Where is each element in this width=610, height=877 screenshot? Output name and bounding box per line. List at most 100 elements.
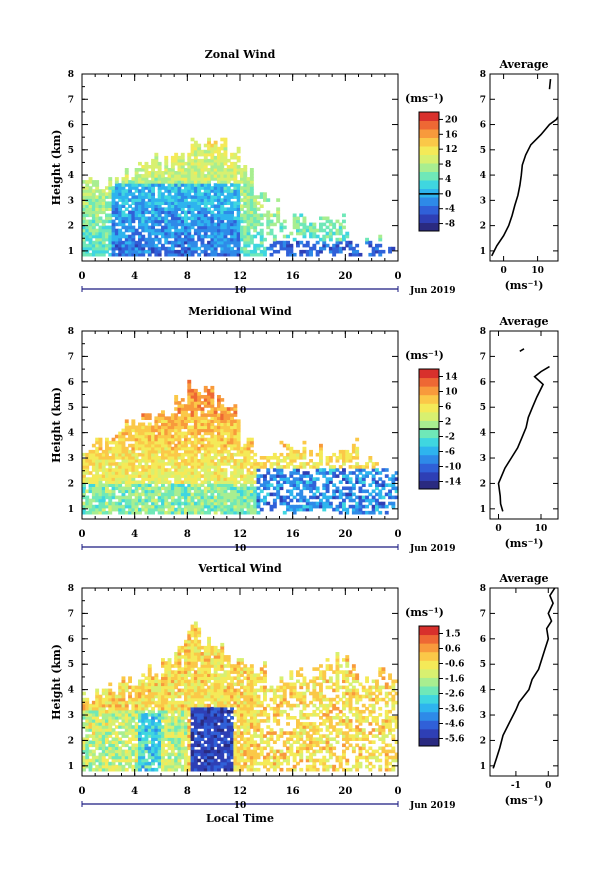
heatmap-cell: [273, 235, 277, 239]
heatmap-cell: [250, 438, 254, 442]
heatmap-cell: [184, 750, 188, 754]
heatmap-cell: [128, 692, 132, 696]
colorbar-swatch: [419, 463, 439, 472]
heatmap-cell: [181, 398, 185, 402]
colorbar-swatch: [419, 403, 439, 412]
heatmap-cell: [283, 226, 287, 230]
heatmap-cell: [125, 168, 129, 172]
heatmap-cell: [174, 768, 178, 772]
date-label: Jun 2019: [409, 286, 456, 296]
colorbar-swatch: [419, 223, 439, 232]
heatmap-cell: [316, 487, 320, 491]
heatmap-field: [82, 380, 399, 515]
heatmap-cell: [260, 223, 264, 227]
heatmap-cell: [131, 220, 135, 224]
colorbar-swatch: [419, 386, 439, 395]
heatmap-cell: [329, 238, 333, 242]
heatmap-cell: [342, 226, 346, 230]
heatmap-cell: [237, 423, 241, 427]
x-tick-label: 4: [131, 529, 138, 540]
heatmap-cell: [253, 453, 257, 457]
profile-y-tick-label: 1: [480, 247, 486, 257]
heatmap-cell: [303, 220, 307, 224]
y-tick-label: 7: [68, 95, 74, 105]
colorbar-swatch: [419, 180, 439, 189]
heatmap-cell: [260, 204, 264, 208]
heatmap-cell: [131, 419, 135, 423]
heatmap-field: [82, 138, 395, 257]
x-tick-label: 0: [79, 271, 86, 282]
heatmap-cell: [168, 658, 172, 662]
heatmap-cell: [125, 419, 129, 423]
heatmap-cell: [194, 622, 198, 626]
colorbar-tick-label: -10: [445, 463, 461, 473]
heatmap-cell: [187, 229, 191, 233]
heatmap-cell: [99, 441, 103, 445]
heatmap-cell: [342, 468, 346, 472]
profile-y-tick-label: 7: [480, 95, 486, 105]
date-label: Jun 2019: [409, 544, 456, 554]
heatmap-cell: [237, 441, 241, 445]
colorbar-swatch: [419, 395, 439, 404]
profile-x-tick-label: 10: [531, 266, 544, 276]
colorbar-tick-label: 16: [445, 130, 458, 140]
colorbar-tick-label: 2: [445, 418, 451, 428]
heatmap-cell: [365, 474, 369, 478]
heatmap-cell: [148, 416, 152, 420]
heatmap-cell: [391, 505, 395, 509]
colorbar-tick-label: -14: [445, 478, 461, 488]
heatmap-cell: [154, 768, 158, 772]
heatmap-cell: [289, 244, 293, 248]
x-tick-label: 8: [184, 529, 191, 540]
colorbar-tick-label: 8: [445, 160, 451, 170]
heatmap-cell: [263, 462, 267, 466]
heatmap-cell: [181, 153, 185, 157]
heatmap-cell: [329, 502, 333, 506]
heatmap-cell: [329, 456, 333, 460]
heatmap-cell: [99, 438, 103, 442]
heatmap-cell: [187, 380, 191, 384]
heatmap-cell: [243, 165, 247, 169]
x-tick-label: 0: [79, 529, 86, 540]
heatmap-cell: [316, 235, 320, 239]
heatmap-cell: [161, 658, 165, 662]
heatmap-cell: [339, 480, 343, 484]
heatmap-cell: [303, 450, 307, 454]
profile-x-tick-label: 0: [500, 266, 506, 276]
heatmap-cell: [365, 490, 369, 494]
heatmap-cell: [122, 441, 126, 445]
x-tick-label: 20: [338, 271, 352, 282]
heatmap-cell: [276, 198, 280, 202]
colorbar-swatch: [419, 369, 439, 378]
heatmap-cell: [362, 480, 366, 484]
heatmap-cell: [266, 487, 270, 491]
heatmap-cell: [326, 217, 330, 221]
heatmap-cell: [273, 499, 277, 503]
heatmap-cell: [247, 229, 251, 233]
heatmap-cell: [115, 177, 119, 181]
heatmap-cell: [283, 220, 287, 224]
heatmap-cell: [250, 168, 254, 172]
heatmap-cell: [385, 511, 389, 515]
colorbar-tick-label: 4: [445, 175, 451, 185]
heatmap-cell: [148, 664, 152, 668]
profile-y-tick-label: 4: [480, 171, 486, 181]
heatmap-cell: [342, 214, 346, 218]
colorbar-tick-label: 10: [445, 388, 458, 398]
profile-y-tick-label: 1: [480, 505, 486, 515]
heatmap-cell: [151, 707, 155, 711]
colorbar-unit: (ms⁻¹): [405, 92, 444, 105]
colorbar-swatch: [419, 189, 439, 198]
profile-x-label: (ms⁻¹): [505, 537, 544, 550]
heatmap-cell: [131, 226, 135, 230]
heatmap-cell: [303, 217, 307, 221]
heatmap-cell: [365, 462, 369, 466]
heatmap-cell: [339, 511, 343, 515]
y-axis-label: Height (km): [50, 130, 63, 206]
heatmap-cell: [253, 459, 257, 463]
panel-title: Vertical Wind: [197, 562, 282, 575]
